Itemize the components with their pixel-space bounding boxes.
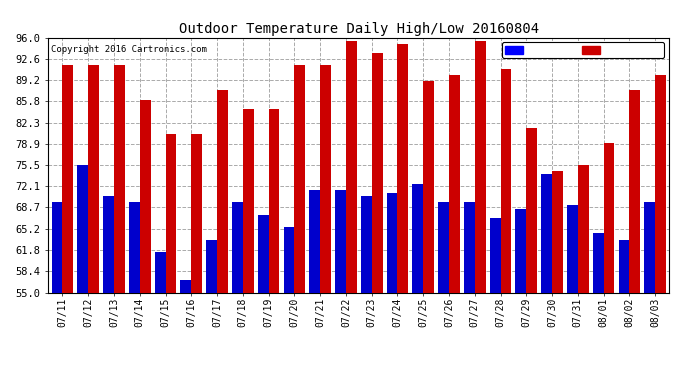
- Bar: [140, 100, 150, 292]
- Bar: [629, 90, 640, 292]
- Bar: [526, 128, 537, 292]
- Bar: [181, 280, 191, 292]
- Bar: [52, 202, 63, 292]
- Bar: [475, 40, 486, 292]
- Bar: [114, 66, 125, 292]
- Bar: [423, 81, 434, 292]
- Bar: [386, 193, 397, 292]
- Bar: [268, 109, 279, 292]
- Bar: [604, 143, 614, 292]
- Title: Outdoor Temperature Daily High/Low 20160804: Outdoor Temperature Daily High/Low 20160…: [179, 22, 539, 36]
- Bar: [618, 240, 629, 292]
- Bar: [655, 75, 666, 292]
- Bar: [372, 53, 382, 292]
- Bar: [243, 109, 254, 292]
- Bar: [206, 240, 217, 292]
- Bar: [449, 75, 460, 292]
- Bar: [490, 218, 500, 292]
- Bar: [644, 202, 655, 292]
- Bar: [397, 44, 408, 292]
- Bar: [413, 184, 423, 292]
- Bar: [361, 196, 372, 292]
- Bar: [217, 90, 228, 292]
- Bar: [166, 134, 177, 292]
- Bar: [232, 202, 243, 292]
- Bar: [77, 165, 88, 292]
- Bar: [295, 66, 305, 292]
- Legend: Low  (°F), High  (°F): Low (°F), High (°F): [502, 42, 664, 58]
- Bar: [578, 165, 589, 292]
- Bar: [335, 190, 346, 292]
- Bar: [284, 227, 295, 292]
- Bar: [552, 171, 563, 292]
- Bar: [593, 233, 604, 292]
- Bar: [88, 66, 99, 292]
- Bar: [155, 252, 166, 292]
- Bar: [346, 40, 357, 292]
- Bar: [438, 202, 449, 292]
- Bar: [500, 69, 511, 292]
- Bar: [464, 202, 475, 292]
- Bar: [258, 215, 268, 292]
- Bar: [320, 66, 331, 292]
- Bar: [129, 202, 140, 292]
- Bar: [567, 206, 578, 292]
- Bar: [191, 134, 202, 292]
- Bar: [515, 209, 526, 292]
- Bar: [104, 196, 114, 292]
- Bar: [309, 190, 320, 292]
- Bar: [63, 66, 73, 292]
- Text: Copyright 2016 Cartronics.com: Copyright 2016 Cartronics.com: [51, 45, 207, 54]
- Bar: [541, 174, 552, 292]
